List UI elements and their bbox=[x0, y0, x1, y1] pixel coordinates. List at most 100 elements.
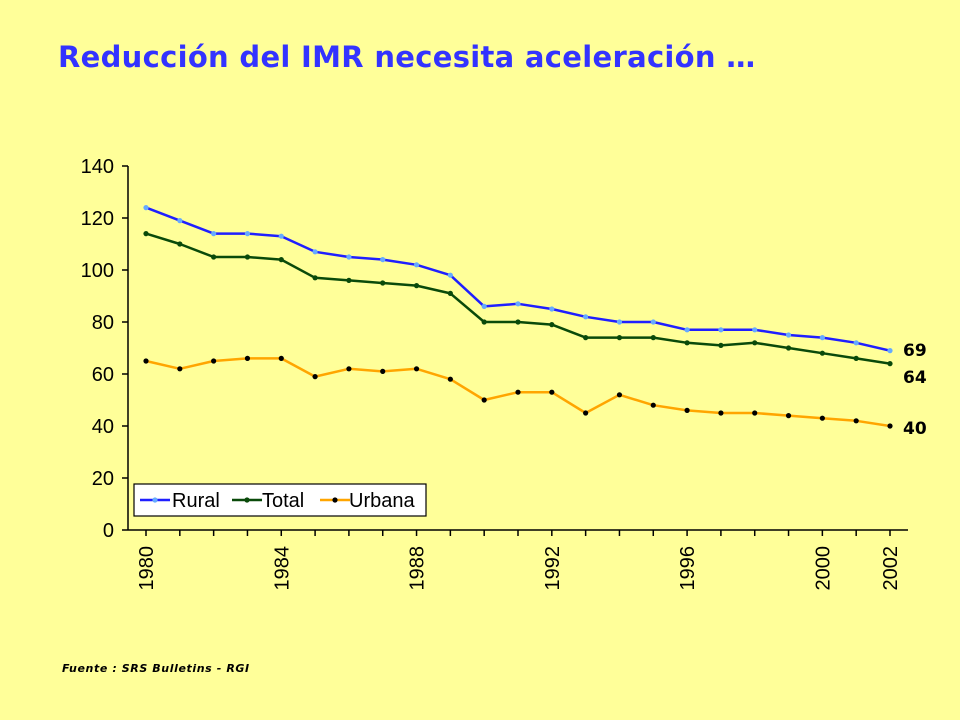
x-tick-label: 1988 bbox=[407, 546, 429, 591]
data-point bbox=[887, 361, 893, 367]
x-tick-label: 1996 bbox=[677, 546, 699, 591]
page-title: Reducción del IMR necesita aceleración … bbox=[58, 40, 756, 74]
data-point bbox=[447, 290, 453, 296]
data-point bbox=[447, 272, 453, 278]
chart-end-labels: 69 64 40 bbox=[903, 341, 927, 439]
x-tick-label: 2000 bbox=[812, 546, 834, 591]
x-tick-label: 1984 bbox=[271, 546, 293, 591]
source-note: Fuente : SRS Bulletins - RGI bbox=[62, 662, 250, 675]
series-rural bbox=[143, 205, 893, 354]
legend-item-total: Total bbox=[232, 490, 304, 512]
data-point bbox=[143, 205, 149, 211]
data-point bbox=[211, 358, 217, 364]
data-point bbox=[244, 254, 251, 260]
y-tick-label: 80 bbox=[92, 312, 114, 334]
end-value-label: 40 bbox=[903, 419, 927, 439]
data-point bbox=[853, 355, 859, 361]
chart-axes: 0 20 40 60 80 100 120 140 1980 1984 1988 1992 1996 20… bbox=[81, 156, 908, 591]
data-point bbox=[819, 335, 825, 341]
data-point bbox=[515, 389, 521, 395]
data-point bbox=[616, 392, 623, 398]
y-tick-label: 100 bbox=[81, 260, 114, 282]
data-point bbox=[312, 374, 318, 380]
data-point bbox=[819, 350, 825, 356]
chart-series bbox=[143, 205, 893, 429]
end-value-label: 64 bbox=[903, 368, 927, 388]
data-point bbox=[718, 342, 724, 348]
y-tick-label: 40 bbox=[92, 416, 114, 438]
series-line-rural bbox=[145, 206, 891, 352]
legend-item-rural: Rural bbox=[140, 490, 220, 512]
data-point bbox=[244, 231, 251, 237]
data-point bbox=[278, 355, 284, 361]
series-total bbox=[143, 231, 893, 367]
data-point bbox=[380, 368, 386, 374]
data-point bbox=[312, 275, 318, 281]
y-tick-label: 140 bbox=[81, 156, 114, 178]
legend-swatch-marker bbox=[244, 497, 250, 503]
data-point bbox=[447, 376, 453, 382]
x-tick-label: 2002 bbox=[880, 546, 902, 591]
data-point bbox=[278, 233, 284, 239]
data-point bbox=[143, 231, 149, 237]
data-point bbox=[583, 335, 589, 341]
data-point bbox=[650, 319, 656, 325]
legend-box bbox=[133, 483, 427, 517]
data-point bbox=[549, 322, 555, 328]
data-point bbox=[413, 262, 420, 268]
series-line-total bbox=[145, 232, 891, 365]
data-point bbox=[413, 366, 420, 372]
x-tick-label: 1992 bbox=[542, 546, 564, 591]
data-point bbox=[718, 410, 724, 416]
legend-label: Total bbox=[262, 490, 304, 512]
data-point bbox=[481, 397, 487, 403]
y-tick-label: 120 bbox=[81, 208, 114, 230]
chart-legend: Rural Total Urbana bbox=[133, 483, 427, 517]
data-point bbox=[413, 283, 420, 289]
data-point bbox=[684, 327, 690, 333]
data-point bbox=[583, 410, 589, 416]
data-point bbox=[684, 340, 690, 346]
data-point bbox=[244, 355, 251, 361]
data-point bbox=[887, 423, 893, 429]
data-point bbox=[177, 241, 183, 247]
data-point bbox=[650, 402, 656, 408]
data-point bbox=[718, 327, 724, 333]
data-point bbox=[616, 335, 623, 341]
data-point bbox=[515, 319, 521, 325]
legend-label: Rural bbox=[172, 490, 220, 512]
data-point bbox=[785, 332, 792, 338]
data-point bbox=[752, 410, 758, 416]
data-point bbox=[481, 319, 487, 325]
data-point bbox=[346, 254, 352, 260]
data-point bbox=[211, 254, 217, 260]
data-point bbox=[752, 327, 758, 333]
legend-item-urbana: Urbana bbox=[320, 490, 415, 512]
data-point bbox=[887, 348, 893, 354]
data-point bbox=[380, 280, 386, 286]
data-point bbox=[650, 335, 656, 341]
x-tick-label: 1980 bbox=[136, 546, 158, 591]
data-point bbox=[785, 413, 792, 419]
data-point bbox=[481, 303, 487, 309]
data-point bbox=[853, 418, 859, 424]
data-point bbox=[143, 358, 149, 364]
data-point bbox=[177, 218, 183, 224]
data-point bbox=[380, 257, 386, 263]
data-point bbox=[346, 277, 352, 283]
data-point bbox=[177, 366, 183, 372]
data-point bbox=[684, 407, 690, 413]
data-point bbox=[583, 314, 589, 320]
data-point bbox=[515, 301, 521, 307]
y-tick-label: 20 bbox=[92, 468, 114, 490]
data-point bbox=[278, 257, 284, 263]
series-urbana bbox=[143, 355, 893, 429]
data-point bbox=[211, 231, 217, 237]
data-point bbox=[616, 319, 623, 325]
data-point bbox=[346, 366, 352, 372]
y-tick-label: 0 bbox=[103, 520, 114, 542]
data-point bbox=[312, 249, 318, 255]
data-point bbox=[853, 340, 859, 346]
data-point bbox=[785, 345, 792, 351]
